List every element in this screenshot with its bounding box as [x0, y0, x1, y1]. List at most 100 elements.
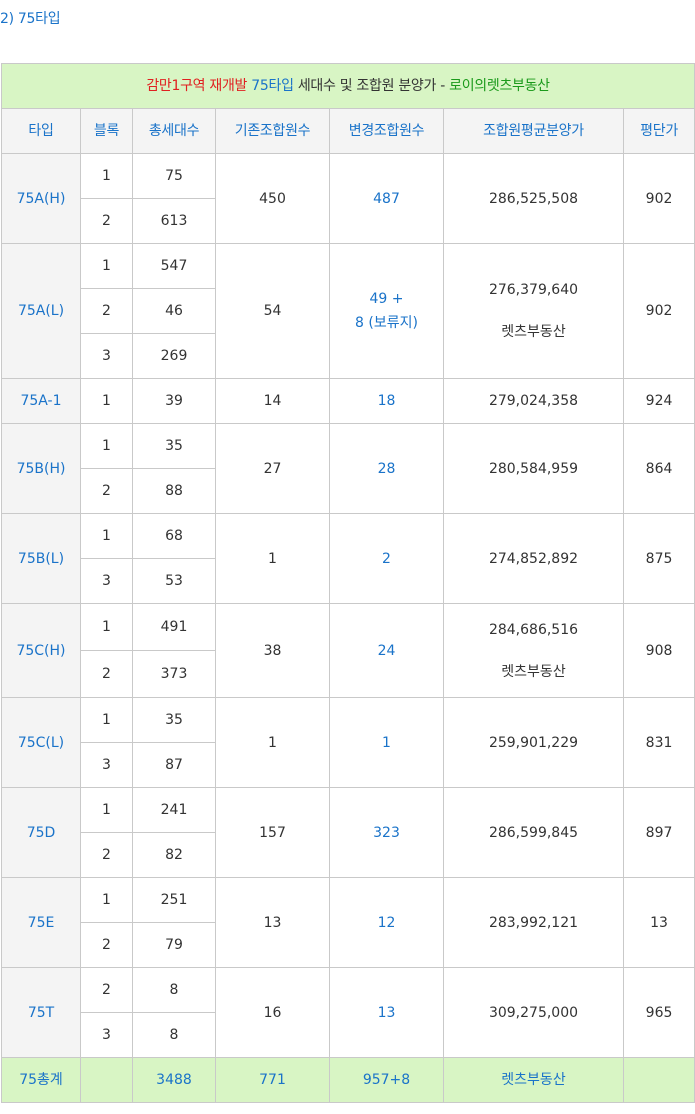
total-row: 75총계 3488 771 957+8 렛츠부동산 [1, 1057, 695, 1103]
per-pyeong-cell: 902 [622, 153, 695, 244]
units-cell: 251 [132, 877, 216, 923]
block-cell: 1 [80, 697, 133, 743]
per-pyeong-cell: 908 [622, 603, 695, 698]
block-cell: 1 [80, 603, 133, 651]
units-cell: 88 [132, 468, 216, 514]
price-cell: 274,852,892 [443, 513, 624, 604]
changed-cell: 13 [329, 967, 444, 1058]
total-label: 75총계 [1, 1057, 81, 1103]
title-part-type: 75타입 [251, 78, 298, 94]
type-cell: 75D [1, 787, 81, 878]
units-cell: 87 [132, 742, 216, 788]
changed-cell: 28 [329, 423, 444, 514]
table-row: 75C(H) 1 491 38 24 284,686,516 렛츠부동산 908 [1, 603, 695, 698]
total-existing: 771 [215, 1057, 330, 1103]
table-row: 3 8 [2, 1012, 695, 1058]
units-cell: 8 [132, 1012, 216, 1058]
changed-cell: 12 [329, 877, 444, 968]
units-cell: 35 [132, 697, 216, 743]
header-existing-members: 기존조합원수 [215, 108, 330, 154]
price-value: 284,686,516 [488, 621, 579, 638]
block-cell: 3 [80, 742, 133, 788]
changed-cell: 1 [329, 697, 444, 788]
table-row: 2 46 [2, 288, 695, 334]
block-cell: 1 [80, 243, 133, 289]
total-units: 3488 [132, 1057, 216, 1103]
units-cell: 241 [132, 787, 216, 833]
header-row: 타입 블록 총세대수 기존조합원수 변경조합원수 조합원평균분양가 평단가 [1, 108, 695, 154]
existing-cell: 13 [215, 877, 330, 968]
existing-cell: 450 [215, 153, 330, 244]
type-cell: 75C(L) [1, 697, 81, 788]
table-title-row: 감만1구역 재개발 75타입 세대수 및 조합원 분양가 - 로이의렛츠부동산 [0, 63, 695, 109]
block-cell: 3 [80, 333, 133, 379]
block-cell: 1 [80, 378, 133, 424]
price-cell: 280,584,959 [443, 423, 624, 514]
block-cell: 2 [80, 832, 133, 878]
units-cell: 53 [132, 558, 216, 604]
units-cell: 491 [132, 603, 216, 651]
header-total-units: 총세대수 [132, 108, 216, 154]
block-cell: 2 [80, 288, 133, 334]
existing-cell: 14 [215, 378, 330, 424]
changed-line-1: 49 + [369, 291, 404, 307]
block-cell: 2 [80, 967, 133, 1013]
per-pyeong-cell: 864 [622, 423, 695, 514]
total-changed: 957+8 [329, 1057, 444, 1103]
price-cell: 309,275,000 [443, 967, 624, 1058]
price-cell: 286,599,845 [443, 787, 624, 878]
total-per-pyeong [622, 1057, 695, 1103]
units-cell: 35 [132, 423, 216, 469]
units-cell: 68 [132, 513, 216, 559]
table-row: 75D 1 241 157 323 286,599,845 897 [1, 787, 695, 878]
units-cell: 547 [132, 243, 216, 289]
existing-cell: 1 [215, 697, 330, 788]
table-row: 75B(L) 1 68 1 2 274,852,892 875 [1, 513, 695, 604]
block-cell: 1 [80, 877, 133, 923]
units-cell: 39 [132, 378, 216, 424]
units-price-table: 감만1구역 재개발 75타입 세대수 및 조합원 분양가 - 로이의렛츠부동산 … [0, 63, 695, 1103]
price-cell: 279,024,358 [443, 378, 624, 424]
table-row: 3 269 [2, 333, 695, 379]
per-pyeong-cell: 902 [622, 243, 695, 379]
per-pyeong-cell: 897 [622, 787, 695, 878]
price-watermark: 렛츠부동산 [501, 663, 566, 680]
per-pyeong-cell: 13 [622, 877, 695, 968]
per-pyeong-cell: 965 [622, 967, 695, 1058]
changed-cell: 24 [329, 603, 444, 698]
per-pyeong-cell: 831 [622, 697, 695, 788]
units-cell: 82 [132, 832, 216, 878]
changed-cell: 18 [329, 378, 444, 424]
type-cell: 75A(L) [1, 243, 81, 379]
type-cell: 75B(L) [1, 513, 81, 604]
price-cell: 284,686,516 렛츠부동산 [443, 603, 624, 698]
table-row: 75T 2 8 16 13 309,275,000 965 [1, 967, 695, 1058]
per-pyeong-cell: 924 [622, 378, 695, 424]
changed-line-2: 8 (보류지) [355, 315, 418, 331]
title-part-source: 로이의렛츠부동산 [449, 78, 550, 94]
block-cell: 2 [80, 650, 133, 698]
changed-cell: 2 [329, 513, 444, 604]
existing-cell: 1 [215, 513, 330, 604]
units-cell: 613 [132, 198, 216, 244]
block-cell: 2 [80, 198, 133, 244]
changed-cell: 487 [329, 153, 444, 244]
existing-cell: 16 [215, 967, 330, 1058]
table-row: 2 88 [2, 468, 695, 514]
existing-cell: 54 [215, 243, 330, 379]
table-row: 2 79 [2, 922, 695, 968]
table-row: 75A(L) 1 547 54 49 + 8 (보류지) 276,379,640 렛… [1, 243, 695, 379]
header-changed-members: 변경조합원수 [329, 108, 444, 154]
type-cell: 75C(H) [1, 603, 81, 698]
type-cell: 75A(H) [1, 153, 81, 244]
table-row: 2 82 [2, 832, 695, 878]
units-cell: 8 [132, 967, 216, 1013]
type-cell: 75B(H) [1, 423, 81, 514]
total-block [80, 1057, 133, 1103]
block-cell: 2 [80, 922, 133, 968]
price-cell: 259,901,229 [443, 697, 624, 788]
block-cell: 2 [80, 468, 133, 514]
block-cell: 1 [80, 423, 133, 469]
existing-cell: 157 [215, 787, 330, 878]
price-watermark: 렛츠부동산 [501, 324, 566, 340]
